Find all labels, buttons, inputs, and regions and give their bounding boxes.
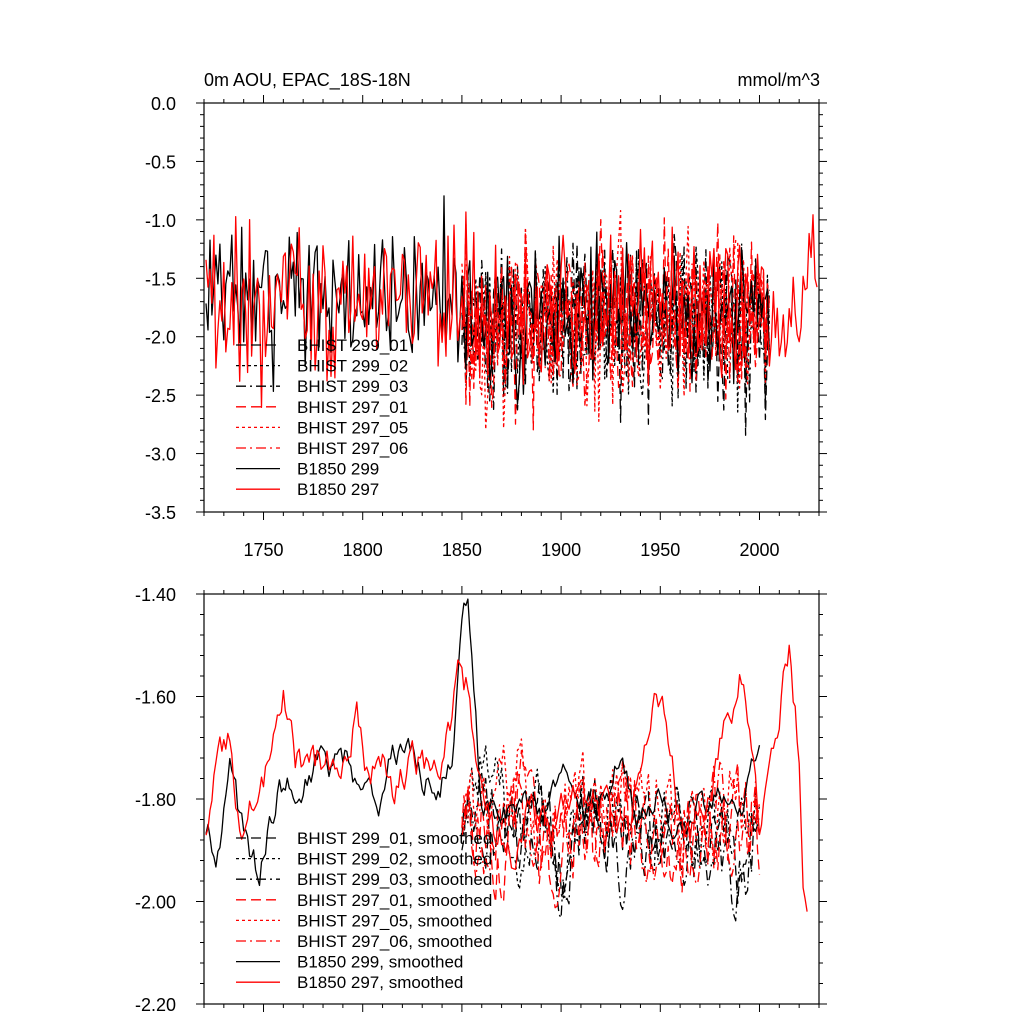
panel1-legend-label: BHIST 297_01 <box>297 398 408 417</box>
panel2-legend-label: BHIST 299_03, smoothed <box>297 870 492 889</box>
panel2-y-tick-label: -1.60 <box>135 688 176 708</box>
panel1-y-tick-label: -3.0 <box>145 445 176 465</box>
panel2-legend-label: B1850 299, smoothed <box>297 953 463 972</box>
panel2-y-tick-label: -1.80 <box>135 790 176 810</box>
panel1-frame <box>203 102 820 513</box>
panel1-series-line-1 <box>461 233 771 436</box>
panel2-series-group <box>205 598 808 922</box>
panel2-y-tick-label: -2.20 <box>135 995 176 1015</box>
panel1-legend-label: B1850 297 <box>297 480 379 499</box>
panel1-plot: 0.0 -0.5 -1.0 -1.5 -2.0 -2.5 -3.0 -3.5 1750 1800 1… <box>145 94 827 560</box>
panel1-legend-label: BHIST 299_02 <box>297 357 408 376</box>
panel2-series-line-3 <box>461 788 761 922</box>
panel1-legend-label: BHIST 299_03 <box>297 377 408 396</box>
panel2-ticks <box>196 586 827 1012</box>
panel1-y-tick-label: -0.5 <box>145 152 176 172</box>
panel1-series-group <box>205 195 818 436</box>
panel2-legend: BHIST 299_01, smoothed BHIST 299_02, smoo… <box>236 829 492 992</box>
panel1-y-tick-label: -1.5 <box>145 269 176 289</box>
panel1-y-tick-label: -2.5 <box>145 386 176 406</box>
panel1-x-tick-label: 1900 <box>541 540 581 560</box>
panel2-series-line-8 <box>205 644 808 912</box>
panel2-legend-label: BHIST 297_06, smoothed <box>297 932 492 951</box>
panel1-legend-label: B1850 299 <box>297 460 379 479</box>
panel2-series-line-2 <box>461 744 761 900</box>
panel2-legend-label: BHIST 297_01, smoothed <box>297 891 492 910</box>
panel1-x-tick-label: 2000 <box>739 540 779 560</box>
panel1-x-tick-label: 1950 <box>640 540 680 560</box>
panel1-legend-label: BHIST 297_06 <box>297 439 408 458</box>
panel2-y-tick-label: -1.40 <box>135 585 176 605</box>
panel2-legend-label: BHIST 297_05, smoothed <box>297 911 492 930</box>
panel1-legend-label: BHIST 297_05 <box>297 418 408 437</box>
panel1-ticks <box>196 95 827 520</box>
panel1-y-tick-label: -2.0 <box>145 328 176 348</box>
panel1-y-tick-label: 0.0 <box>151 94 176 114</box>
panel1-x-tick-label: 1850 <box>442 540 482 560</box>
panel2-plot: -1.40 -1.60 -1.80 -2.00 -2.20 BHIST 299_01, s… <box>135 585 827 1015</box>
panel1-title: 0m AOU, EPAC_18S-18N <box>204 70 411 91</box>
panel1-y-tick-label: -1.0 <box>145 211 176 231</box>
panel2-legend-label: B1850 297, smoothed <box>297 973 463 992</box>
panel1-series-line-8 <box>205 211 818 409</box>
panel2-y-tick-label: -2.00 <box>135 893 176 913</box>
panel2-series-line-6 <box>461 761 761 885</box>
panel2-series-line-7 <box>205 598 761 887</box>
panel2-legend-label: BHIST 299_02, smoothed <box>297 850 492 869</box>
panel1-series-line-5 <box>461 209 771 431</box>
panel1-units: mmol/m^3 <box>738 70 820 90</box>
panel2-legend-label: BHIST 299_01, smoothed <box>297 829 492 848</box>
panel1-x-tick-label: 1800 <box>343 540 383 560</box>
panel1-x-tick-label: 1750 <box>243 540 283 560</box>
panel1-legend-label: BHIST 299_01 <box>297 336 408 355</box>
panel1-series-line-6 <box>461 221 771 392</box>
panel1-y-tick-label: -3.5 <box>145 503 176 523</box>
panel1-series-line-4 <box>461 217 771 431</box>
